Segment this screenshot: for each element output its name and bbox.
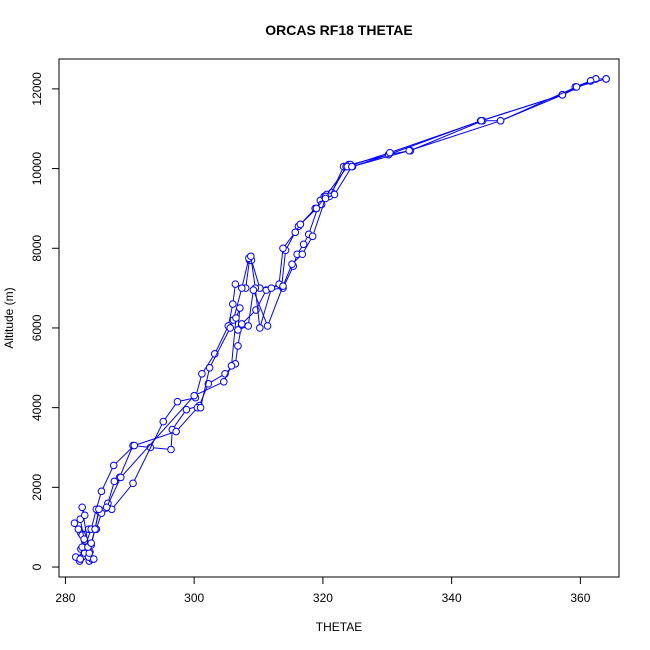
data-point xyxy=(249,286,258,294)
data-point xyxy=(236,304,244,312)
x-tick-label: 360 xyxy=(570,591,590,605)
data-point xyxy=(219,377,228,386)
data-point xyxy=(496,116,505,125)
y-tick-label: 4000 xyxy=(30,394,44,421)
y-tick-label: 0 xyxy=(30,563,44,570)
data-point xyxy=(172,427,180,436)
data-point xyxy=(291,228,300,237)
data-point xyxy=(116,473,125,482)
data-point xyxy=(130,441,139,450)
data-point xyxy=(76,555,85,563)
data-point xyxy=(308,232,317,241)
data-point xyxy=(167,445,175,454)
data-point xyxy=(321,194,330,203)
data-point xyxy=(330,190,339,199)
data-point xyxy=(110,477,119,486)
data-point xyxy=(299,240,308,249)
data-point xyxy=(80,511,89,520)
plot-frame xyxy=(58,58,620,578)
data-point xyxy=(348,162,356,171)
data-point xyxy=(232,314,240,322)
data-point xyxy=(87,539,95,547)
y-tick-label: 6000 xyxy=(30,314,44,341)
x-tick-label: 280 xyxy=(55,591,75,605)
y-tick-label: 2000 xyxy=(30,474,44,501)
data-point xyxy=(78,503,86,512)
data-point xyxy=(129,479,137,488)
x-tick-label: 340 xyxy=(442,591,462,605)
data-point xyxy=(231,280,240,288)
data-point xyxy=(91,525,99,533)
data-point xyxy=(95,505,103,514)
data-point xyxy=(405,146,413,155)
series-4 xyxy=(71,75,610,563)
data-point xyxy=(196,403,205,412)
data-point xyxy=(227,362,236,370)
series-line xyxy=(79,78,607,562)
data-point xyxy=(226,324,235,332)
data-point xyxy=(80,535,88,543)
data-point xyxy=(279,282,287,290)
x-tick-label: 320 xyxy=(313,591,333,605)
series-line xyxy=(75,78,607,560)
data-point xyxy=(97,487,106,496)
data-point xyxy=(263,322,272,330)
data-point xyxy=(89,555,98,563)
series-3 xyxy=(70,77,595,563)
data-point xyxy=(228,300,237,308)
data-point xyxy=(102,503,111,512)
x-axis: 280 300 320 340 360 xyxy=(55,576,591,605)
data-point xyxy=(205,364,214,372)
data-point xyxy=(602,75,610,83)
y-tick-label: 8000 xyxy=(30,235,44,262)
data-point xyxy=(74,525,83,533)
y-axis: 0 2000 4000 6000 8000 10000 12000 xyxy=(30,72,60,570)
data-point xyxy=(238,320,246,328)
y-axis-label: Altitude (m) xyxy=(2,287,16,348)
data-point xyxy=(173,397,182,406)
data-point xyxy=(247,252,255,261)
data-point xyxy=(298,250,307,259)
data-point xyxy=(477,116,486,125)
data-point xyxy=(198,369,206,378)
series-layer xyxy=(70,75,610,565)
series-line xyxy=(79,78,597,562)
x-axis-label: THETAE xyxy=(316,620,362,634)
data-point xyxy=(234,342,242,350)
data-point xyxy=(267,284,276,292)
series-line xyxy=(73,80,591,561)
data-point xyxy=(109,461,118,470)
data-point xyxy=(190,391,198,400)
data-point xyxy=(256,324,264,332)
data-point xyxy=(238,284,246,292)
data-point xyxy=(182,405,191,414)
data-point xyxy=(70,519,79,528)
data-point xyxy=(85,549,94,557)
data-point xyxy=(234,326,242,334)
data-point xyxy=(279,244,287,253)
y-tick-label: 10000 xyxy=(30,152,44,186)
chart-title: ORCAS RF18 THETAE xyxy=(265,22,413,38)
series-1 xyxy=(77,75,610,565)
x-tick-label: 300 xyxy=(184,591,204,605)
data-point xyxy=(312,204,321,213)
series-2 xyxy=(75,75,600,565)
data-point xyxy=(159,417,168,426)
data-point xyxy=(296,220,305,229)
y-tick-label: 12000 xyxy=(30,72,44,106)
data-point xyxy=(244,322,253,330)
data-point xyxy=(288,260,296,269)
data-point xyxy=(572,83,581,91)
